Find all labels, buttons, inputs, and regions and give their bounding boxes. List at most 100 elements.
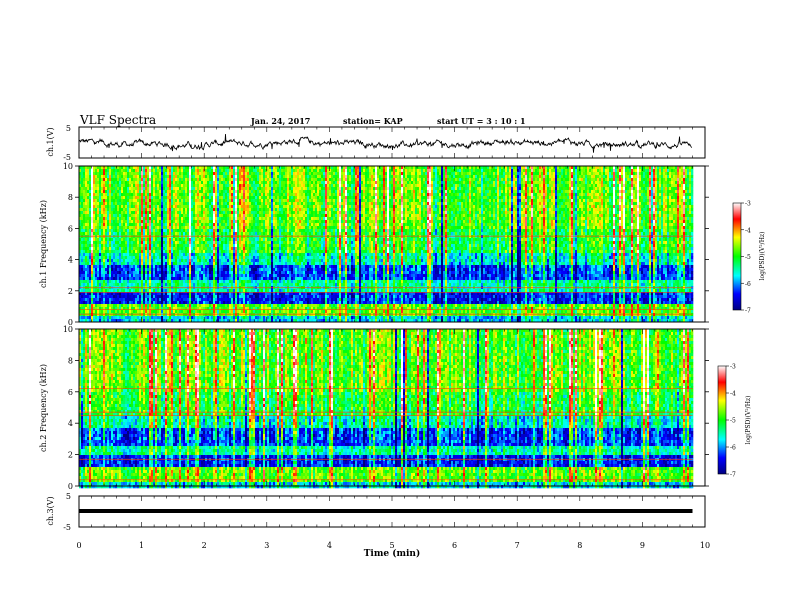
spectrogram-cell bbox=[195, 181, 197, 184]
spectrogram-cell bbox=[125, 268, 127, 271]
spectrogram-cell bbox=[253, 217, 255, 220]
spectrogram-cell bbox=[193, 304, 195, 307]
spectrogram-cell bbox=[147, 244, 149, 247]
spectrogram-cell bbox=[269, 223, 271, 226]
spectrogram-cell bbox=[189, 214, 191, 217]
spectrogram-cell bbox=[201, 193, 203, 196]
spectrogram-cell bbox=[97, 304, 99, 307]
spectrogram-cell bbox=[167, 277, 169, 280]
spectrogram-cell bbox=[175, 235, 177, 238]
spectrogram-cell bbox=[159, 172, 161, 175]
spectrogram-cell bbox=[215, 259, 217, 262]
spectrogram-cell bbox=[141, 238, 143, 241]
spectrogram-cell bbox=[253, 250, 255, 253]
spectrogram-cell bbox=[187, 229, 189, 232]
spectrogram-cell bbox=[191, 241, 193, 244]
spectrogram-cell bbox=[197, 247, 199, 250]
spectrogram-cell bbox=[183, 277, 185, 280]
spectrogram-cell bbox=[165, 208, 167, 211]
spectrogram-cell bbox=[245, 280, 247, 283]
spectrogram-cell bbox=[263, 184, 265, 187]
spectrogram-cell bbox=[211, 202, 213, 205]
spectrogram-cell bbox=[97, 283, 99, 286]
spectrogram-cell bbox=[221, 178, 223, 181]
spectrogram-cell bbox=[231, 289, 233, 292]
spectrogram-cell bbox=[161, 193, 163, 196]
spectrogram-cell bbox=[249, 181, 251, 184]
spectrogram-cell bbox=[195, 169, 197, 172]
spectrogram-cell bbox=[267, 283, 269, 286]
spectrogram-cell bbox=[263, 187, 265, 190]
spectrogram-cell bbox=[129, 259, 131, 262]
spectrogram-cell bbox=[133, 259, 135, 262]
spectrogram-cell bbox=[197, 169, 199, 172]
spectrogram-cell bbox=[261, 301, 263, 304]
spectrogram-cell bbox=[241, 238, 243, 241]
spectrogram-cell bbox=[213, 235, 215, 238]
spectrogram-cell bbox=[125, 259, 127, 262]
spectrogram-cell bbox=[233, 202, 235, 205]
spectrogram-cell bbox=[241, 184, 243, 187]
spectrogram-cell bbox=[87, 196, 89, 199]
spectrogram-cell bbox=[213, 187, 215, 190]
spectrogram-cell bbox=[177, 214, 179, 217]
spectrogram-cell bbox=[243, 235, 245, 238]
spectrogram-cell bbox=[223, 250, 225, 253]
spectrogram-cell bbox=[87, 247, 89, 250]
spectrogram-cell bbox=[151, 202, 153, 205]
spectrogram-cell bbox=[187, 247, 189, 250]
spectrogram-cell bbox=[235, 169, 237, 172]
spectrogram-cell bbox=[255, 298, 257, 301]
spectrogram-cell bbox=[211, 274, 213, 277]
spectrogram-cell bbox=[221, 283, 223, 286]
spectrogram-cell bbox=[187, 187, 189, 190]
spectrogram-cell bbox=[87, 235, 89, 238]
spectrogram-cell bbox=[219, 169, 221, 172]
spectrogram-cell bbox=[119, 280, 121, 283]
spectrogram-cell bbox=[205, 250, 207, 253]
spectrogram-cell bbox=[257, 277, 259, 280]
spectrogram-cell bbox=[243, 316, 245, 319]
spectrogram-cell bbox=[267, 199, 269, 202]
spectrogram-cell bbox=[207, 175, 209, 178]
spectrogram-cell bbox=[167, 235, 169, 238]
spectrogram-cell bbox=[139, 250, 141, 253]
spectrogram-cell bbox=[109, 247, 111, 250]
spectrogram-cell bbox=[219, 301, 221, 304]
spectrogram-cell bbox=[183, 283, 185, 286]
spectrogram-cell bbox=[173, 313, 175, 316]
spectrogram-cell bbox=[91, 175, 93, 178]
spectrogram-cell bbox=[243, 253, 245, 256]
spectrogram-cell bbox=[171, 193, 173, 196]
spectrogram-cell bbox=[115, 268, 117, 271]
spectrogram-cell bbox=[195, 268, 197, 271]
spectrogram-cell bbox=[253, 229, 255, 232]
spectrogram-cell bbox=[171, 304, 173, 307]
spectrogram-cell bbox=[199, 301, 201, 304]
spectrogram-cell bbox=[135, 268, 137, 271]
spectrogram-cell bbox=[189, 169, 191, 172]
spectrogram-cell bbox=[175, 313, 177, 316]
spectrogram-cell bbox=[215, 295, 217, 298]
spectrogram-cell bbox=[109, 274, 111, 277]
spectrogram-cell bbox=[137, 187, 139, 190]
spectrogram-cell bbox=[197, 277, 199, 280]
spectrogram-cell bbox=[163, 202, 165, 205]
spectrogram-cell bbox=[215, 280, 217, 283]
spectrogram-cell bbox=[213, 283, 215, 286]
spectrogram-cell bbox=[213, 268, 215, 271]
spectrogram-cell bbox=[239, 202, 241, 205]
spectrogram-cell bbox=[227, 184, 229, 187]
spectrogram-cell bbox=[213, 178, 215, 181]
spectrogram-cell bbox=[165, 217, 167, 220]
spectrogram-cell bbox=[193, 310, 195, 313]
spectrogram-cell bbox=[217, 241, 219, 244]
spectrogram-cell bbox=[193, 268, 195, 271]
spectrogram-cell bbox=[255, 268, 257, 271]
spectrogram-cell bbox=[261, 211, 263, 214]
spectrogram-cell bbox=[245, 205, 247, 208]
spectrogram-cell bbox=[239, 280, 241, 283]
ch1-spectrogram-panel: 0246810 ch.1 Frequency (kHz) bbox=[39, 162, 709, 327]
spectrogram-cell bbox=[153, 253, 155, 256]
spectrogram-cell bbox=[153, 178, 155, 181]
